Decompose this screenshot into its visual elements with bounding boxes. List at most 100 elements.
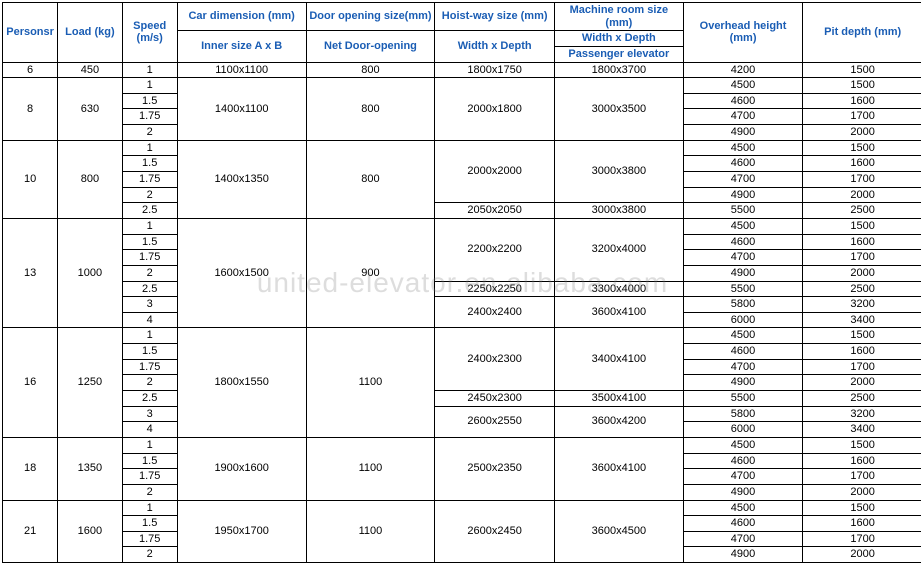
cell: 1800x1750 [435,62,555,78]
table-row: 21 1600 1 1950x1700 1100 2600x2450 3600x… [3,500,921,516]
cell: 4600 [683,516,803,532]
cell: 1.5 [122,344,177,360]
col-car-sub: Inner size A x B [177,31,306,62]
cell: 4500 [683,140,803,156]
cell: 800 [306,140,435,218]
cell: 630 [58,78,122,141]
cell: 3300x4000 [554,281,683,297]
cell: 4900 [683,547,803,563]
cell: 10 [3,140,58,218]
cell: 2500 [803,281,921,297]
cell: 1 [122,62,177,78]
cell: 2400x2400 [435,297,555,328]
cell: 2 [122,484,177,500]
cell: 3400x4100 [554,328,683,391]
cell: 4700 [683,531,803,547]
cell: 3000x3800 [554,203,683,219]
cell: 4200 [683,62,803,78]
col-speed: Speed (m/s) [122,3,177,63]
cell: 2 [122,265,177,281]
cell: 1900x1600 [177,437,306,500]
cell: 1350 [58,437,122,500]
table-row: 6 450 1 1100x1100 800 1800x1750 1800x370… [3,62,921,78]
cell: 1.75 [122,172,177,188]
cell: 2000 [803,187,921,203]
cell: 1600 [803,453,921,469]
cell: 1 [122,78,177,94]
cell: 2500 [803,203,921,219]
cell: 1.5 [122,156,177,172]
cell: 2000 [803,125,921,141]
cell: 4900 [683,265,803,281]
cell: 1700 [803,469,921,485]
cell: 1600 [58,500,122,563]
cell: 2000 [803,484,921,500]
cell: 1400x1100 [177,78,306,141]
cell: 1.5 [122,453,177,469]
cell: 1.75 [122,250,177,266]
cell: 21 [3,500,58,563]
cell: 5800 [683,297,803,313]
cell: 3 [122,297,177,313]
cell: 4700 [683,172,803,188]
cell: 1600 [803,516,921,532]
elevator-spec-table: Personsr Load (kg) Speed (m/s) Car dimen… [2,2,921,563]
cell: 2.5 [122,391,177,407]
cell: 4600 [683,453,803,469]
cell: 1100 [306,500,435,563]
cell: 3600x4100 [554,297,683,328]
cell: 8 [3,78,58,141]
cell: 1700 [803,109,921,125]
cell: 2 [122,125,177,141]
table-row: 16 1250 1 1800x1550 1100 2400x2300 3400x… [3,328,921,344]
cell: 18 [3,437,58,500]
cell: 4 [122,312,177,328]
cell: 3600x4500 [554,500,683,563]
cell: 1250 [58,328,122,437]
cell: 2000 [803,547,921,563]
cell: 1100x1100 [177,62,306,78]
cell: 4900 [683,125,803,141]
cell: 2000 [803,375,921,391]
cell: 5800 [683,406,803,422]
cell: 1600 [803,156,921,172]
cell: 4700 [683,250,803,266]
cell: 1.75 [122,531,177,547]
cell: 5500 [683,203,803,219]
table-row: 32400x24003600x410058003200 [3,297,921,313]
cell: 13 [3,218,58,327]
cell: 2.5 [122,281,177,297]
cell: 3400 [803,422,921,438]
cell: 900 [306,218,435,327]
cell: 3000x3800 [554,140,683,203]
col-hoist-top: Hoist-way size (mm) [435,3,555,31]
cell: 4900 [683,484,803,500]
cell: 4700 [683,469,803,485]
table-row: 2.52250x22503300x400055002500 [3,281,921,297]
cell: 3600x4100 [554,437,683,500]
cell: 2.5 [122,203,177,219]
cell: 1 [122,328,177,344]
cell: 2600x2450 [435,500,555,563]
cell: 4600 [683,234,803,250]
cell: 1.5 [122,516,177,532]
cell: 2400x2300 [435,328,555,391]
cell: 1400x1350 [177,140,306,218]
col-machine-sub2: Passenger elevator [554,46,683,62]
cell: 2200x2200 [435,218,555,281]
cell: 1100 [306,328,435,437]
cell: 6000 [683,422,803,438]
col-pit: Pit depth (mm) [803,3,921,63]
col-hoist-sub: Width x Depth [435,31,555,62]
cell: 1 [122,218,177,234]
table-row: 32600x25503600x420058003200 [3,406,921,422]
col-load: Load (kg) [58,3,122,63]
cell: 3500x4100 [554,391,683,407]
cell: 2000 [803,265,921,281]
cell: 4600 [683,344,803,360]
col-machine-top: Machine room size (mm) [554,3,683,31]
cell: 1700 [803,250,921,266]
cell: 1500 [803,62,921,78]
cell: 5500 [683,391,803,407]
cell: 4600 [683,93,803,109]
